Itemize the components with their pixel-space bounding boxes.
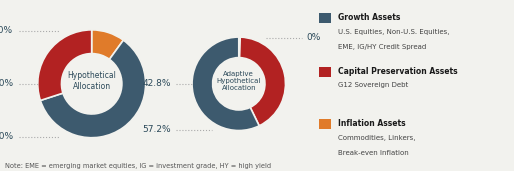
- Text: 42.8%: 42.8%: [142, 79, 171, 88]
- Wedge shape: [41, 40, 145, 138]
- Text: Break-even Inflation: Break-even Inflation: [338, 150, 409, 156]
- Wedge shape: [192, 37, 259, 130]
- Text: Inflation Assets: Inflation Assets: [338, 119, 406, 128]
- Wedge shape: [240, 37, 285, 126]
- Text: Capital Preservation Assets: Capital Preservation Assets: [338, 67, 458, 76]
- Text: Note: EME = emerging market equities, IG = investment grade, HY = high yield: Note: EME = emerging market equities, IG…: [5, 163, 271, 169]
- Text: Commodities, Linkers,: Commodities, Linkers,: [338, 135, 416, 141]
- Text: EME, IG/HY Credit Spread: EME, IG/HY Credit Spread: [338, 44, 427, 50]
- Wedge shape: [239, 37, 240, 58]
- Text: 0%: 0%: [306, 34, 321, 43]
- Text: 57.2%: 57.2%: [142, 125, 171, 134]
- Text: Adaptive
Hypothetical
Allocation: Adaptive Hypothetical Allocation: [216, 71, 261, 91]
- Text: U.S. Equities, Non-U.S. Equities,: U.S. Equities, Non-U.S. Equities,: [338, 29, 450, 35]
- Bar: [319, 13, 332, 23]
- Text: 60%: 60%: [0, 132, 13, 141]
- Text: 10%: 10%: [0, 27, 13, 35]
- Text: 30%: 30%: [0, 79, 13, 88]
- Text: G12 Sovereign Debt: G12 Sovereign Debt: [338, 82, 409, 88]
- Text: Hypothetical
Allocation: Hypothetical Allocation: [67, 71, 116, 91]
- Text: Growth Assets: Growth Assets: [338, 13, 400, 22]
- Bar: [319, 119, 332, 129]
- Bar: [319, 67, 332, 77]
- Wedge shape: [38, 30, 91, 100]
- Wedge shape: [91, 30, 123, 59]
